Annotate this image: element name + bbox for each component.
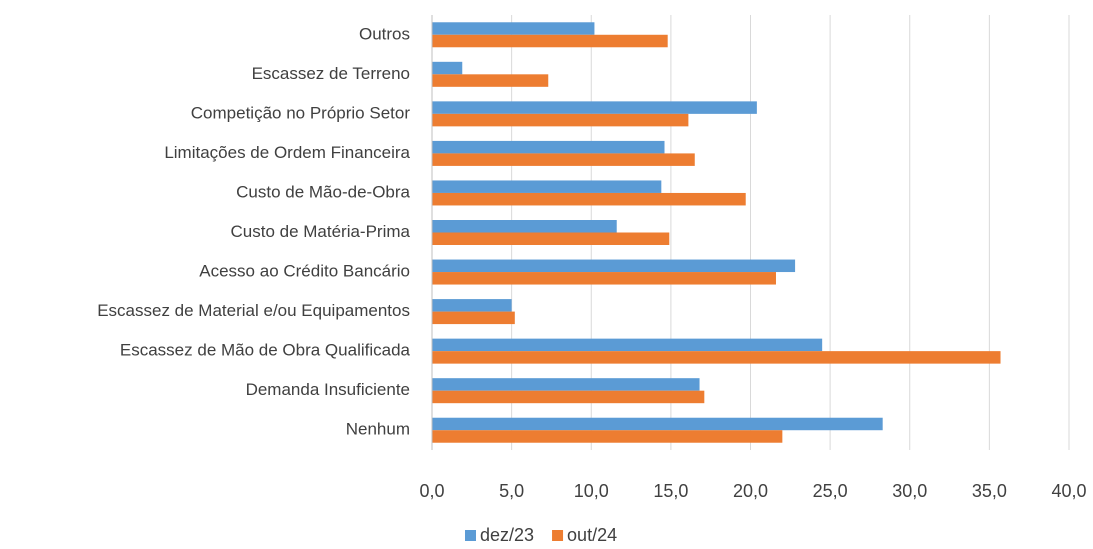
bar bbox=[432, 299, 512, 312]
y-tick-label: Custo de Matéria-Prima bbox=[230, 222, 410, 241]
legend-label: out/24 bbox=[567, 525, 617, 544]
y-tick-label: Acesso ao Crédito Bancário bbox=[199, 262, 410, 281]
x-tick-label: 5,0 bbox=[499, 481, 524, 501]
x-tick-label: 20,0 bbox=[733, 481, 768, 501]
bar bbox=[432, 74, 549, 87]
y-tick-label: Outros bbox=[359, 24, 410, 43]
bar bbox=[432, 259, 796, 273]
bar bbox=[432, 61, 463, 75]
legend-swatch bbox=[465, 530, 476, 541]
bar bbox=[432, 180, 662, 193]
x-tick-label: 40,0 bbox=[1051, 481, 1086, 501]
bar bbox=[432, 153, 695, 166]
bar bbox=[432, 390, 705, 404]
y-tick-label: Competição no Próprio Setor bbox=[191, 103, 411, 122]
y-tick-label: Escassez de Terreno bbox=[252, 64, 410, 83]
bar bbox=[432, 140, 665, 154]
y-tick-label: Escassez de Mão de Obra Qualificada bbox=[120, 341, 411, 360]
y-tick-label: Limitações de Ordem Financeira bbox=[164, 143, 410, 162]
y-tick-label: Nenhum bbox=[346, 420, 410, 439]
y-tick-label: Demanda Insuficiente bbox=[246, 380, 410, 399]
x-tick-label: 15,0 bbox=[653, 481, 688, 501]
bar bbox=[432, 272, 776, 285]
bar bbox=[432, 417, 883, 431]
x-tick-label: 30,0 bbox=[892, 481, 927, 501]
bar bbox=[432, 101, 757, 114]
bar bbox=[432, 22, 595, 35]
bar bbox=[432, 192, 746, 206]
y-tick-label: Escassez de Material e/ou Equipamentos bbox=[97, 301, 410, 320]
x-tick-label: 10,0 bbox=[574, 481, 609, 501]
bar bbox=[432, 232, 670, 245]
x-tick-label: 35,0 bbox=[972, 481, 1007, 501]
bar bbox=[432, 378, 700, 391]
bar bbox=[432, 34, 668, 48]
x-tick-label: 25,0 bbox=[813, 481, 848, 501]
x-tick-label: 0,0 bbox=[419, 481, 444, 501]
bar bbox=[432, 113, 689, 127]
bar bbox=[432, 430, 783, 443]
legend-swatch bbox=[552, 530, 564, 541]
y-tick-label: Custo de Mão-de-Obra bbox=[236, 182, 410, 201]
legend-label: dez/23 bbox=[480, 525, 534, 544]
bar bbox=[432, 220, 617, 233]
bar bbox=[432, 338, 823, 352]
bar bbox=[432, 311, 515, 325]
bar bbox=[432, 351, 1001, 364]
